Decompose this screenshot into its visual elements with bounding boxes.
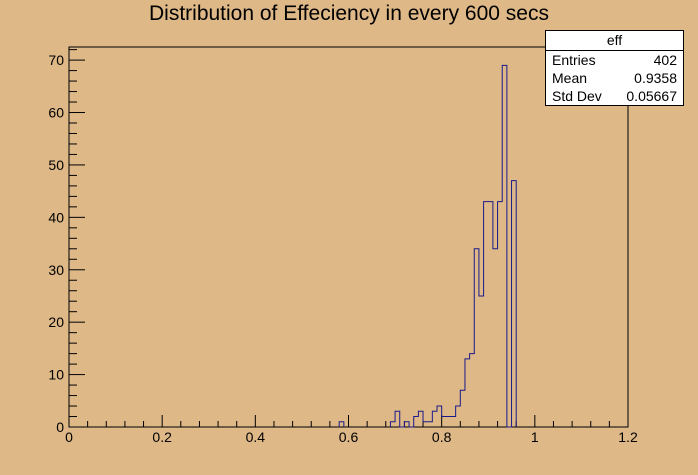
stats-row-entries: Entries 402 (546, 51, 683, 69)
x-tick-label: 1.2 (618, 429, 638, 445)
stats-box: eff Entries 402 Mean 0.9358 Std Dev 0.05… (545, 30, 684, 106)
stats-value: 402 (653, 52, 677, 68)
y-tick-label: 50 (48, 157, 64, 173)
stats-label: Entries (552, 52, 596, 68)
x-tick-label: 1 (531, 429, 539, 445)
y-tick-label: 10 (48, 367, 64, 383)
x-tick-label: 0.6 (339, 429, 359, 445)
axis-ticks (68, 49, 629, 428)
chart-title: Distribution of Effeciency in every 600 … (149, 2, 549, 25)
y-tick-label: 40 (48, 209, 64, 225)
x-tick-label: 0 (65, 429, 73, 445)
stats-name: eff (546, 31, 683, 51)
y-tick-label: 20 (48, 314, 64, 330)
x-tick-label: 0.8 (432, 429, 452, 445)
histogram-series (338, 64, 517, 428)
x-tick-label: 0.4 (246, 429, 266, 445)
stats-row-stddev: Std Dev 0.05667 (546, 87, 683, 105)
x-tick-label: 0.2 (152, 429, 172, 445)
y-tick-label: 30 (48, 262, 64, 278)
stats-label: Mean (552, 70, 588, 86)
y-tick-label: 0 (56, 419, 64, 435)
stats-value: 0.05667 (626, 88, 677, 104)
stats-row-mean: Mean 0.9358 (546, 69, 683, 87)
stats-label: Std Dev (552, 88, 602, 104)
y-tick-label: 60 (48, 105, 64, 121)
axis-tick-labels: 0 0.2 0.4 0.6 0.8 1 1.2 0 10 20 30 40 50 60 70 (48, 52, 638, 445)
y-tick-label: 70 (48, 52, 64, 68)
stats-value: 0.9358 (634, 70, 677, 86)
